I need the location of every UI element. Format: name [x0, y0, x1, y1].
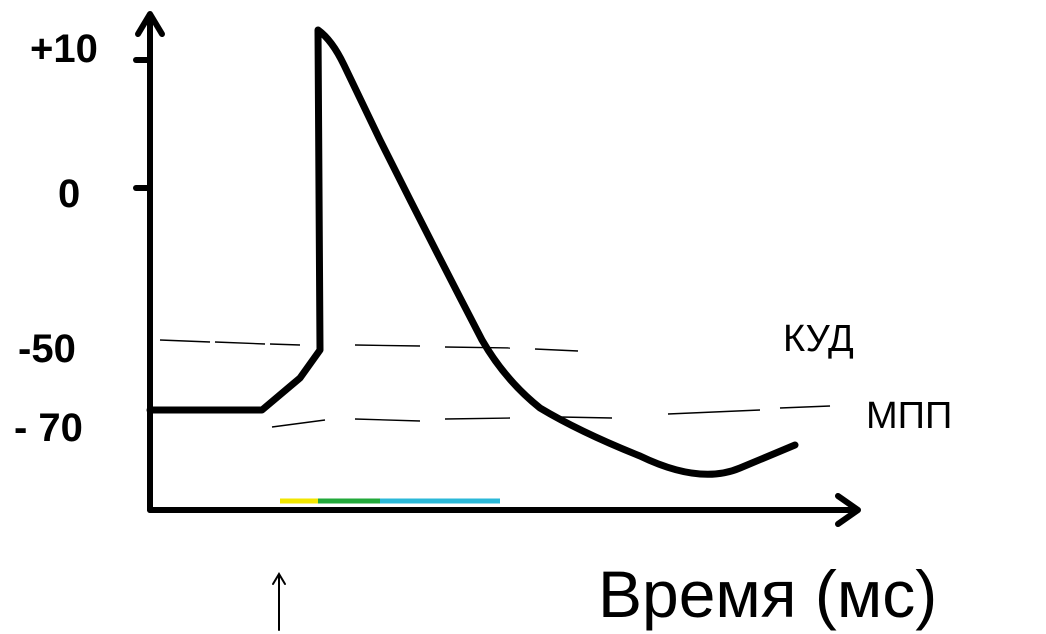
x-axis-arrowhead: [835, 493, 861, 527]
action-potential-curve: [146, 26, 799, 478]
resting-potential-label: МПП: [866, 395, 952, 437]
threshold-dashed-line: [159, 339, 579, 352]
x-axis-label: Время (мс): [598, 557, 937, 631]
y-label-zero: 0: [58, 172, 80, 216]
threshold-label: КУД: [783, 318, 854, 360]
y-axis-arrowhead: [135, 11, 165, 37]
axes: [133, 11, 861, 527]
y-label-plus10: +10: [30, 27, 98, 71]
resting-dashed-line: [271, 405, 831, 428]
y-label-minus50: -50: [18, 327, 76, 371]
stimulus-up-arrow: [272, 572, 286, 631]
y-label-minus70: - 70: [14, 406, 83, 450]
